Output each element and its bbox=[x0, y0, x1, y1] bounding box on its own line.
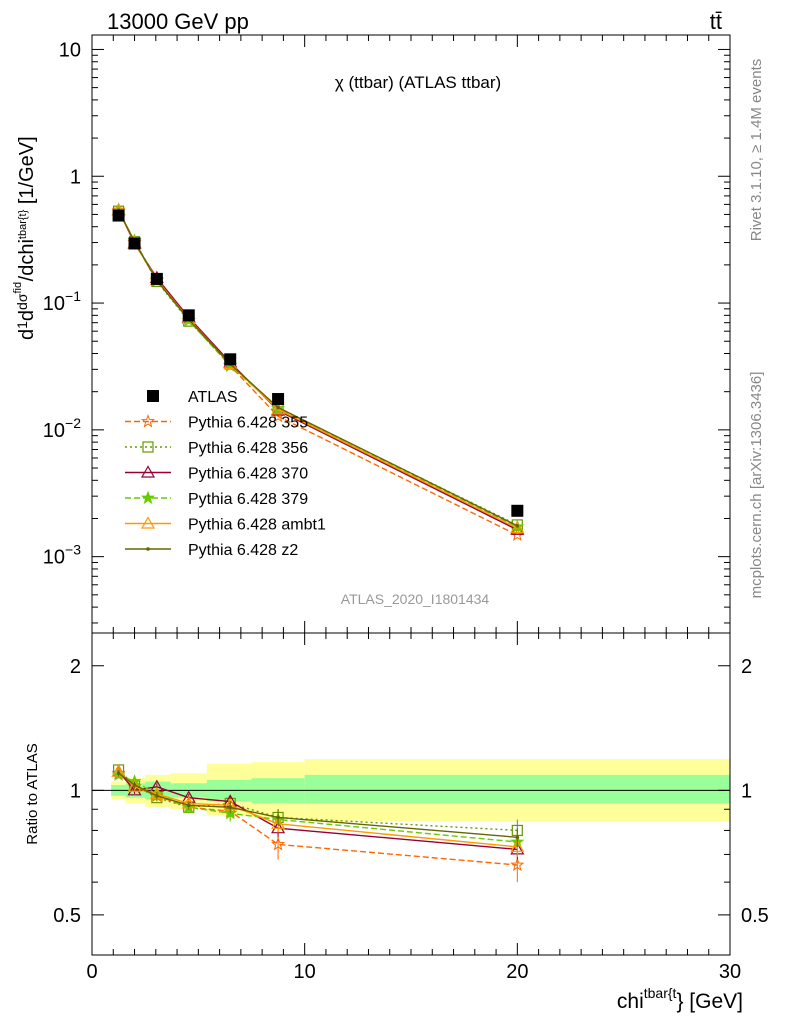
ratio-y-axis-label: Ratio to ATLAS bbox=[24, 743, 41, 844]
main-series-line-2 bbox=[117, 209, 518, 531]
ratio-y-tick-label-right: 1 bbox=[741, 780, 752, 802]
main-series-5-point bbox=[515, 524, 520, 528]
ratio-series-4-point bbox=[510, 839, 525, 852]
ratio-y-tick-label-right: 2 bbox=[741, 656, 752, 678]
svg-text:d1ddσfid /dchitbar{t} [1/GeV]: d1ddσfid /dchitbar{t} [1/GeV] bbox=[12, 136, 38, 340]
main-y-tick-label: 1 bbox=[70, 166, 81, 188]
ratio-axis-ticks: 2 2 1 1 0.5 0.5 0 10 20 30 bbox=[53, 633, 769, 983]
ratio-y-tick-label: 0.5 bbox=[53, 905, 81, 927]
ratio-series-0-point bbox=[510, 857, 525, 872]
main-y-tick-label: 10−3 bbox=[43, 542, 81, 569]
x-tick-label: 0 bbox=[86, 961, 97, 983]
legend-marker bbox=[140, 465, 156, 478]
atlas-data-point bbox=[511, 504, 524, 517]
atlas-data-point bbox=[224, 353, 237, 366]
main-series-line-1 bbox=[117, 210, 518, 526]
legend-marker bbox=[147, 390, 159, 402]
main-y-axis-label: d1ddσfid /dchitbar{t} [1/GeV] bbox=[12, 136, 38, 340]
legend-label: ATLAS bbox=[188, 389, 238, 406]
atlas-data-point bbox=[272, 393, 285, 406]
main-series-line-0 bbox=[117, 209, 518, 536]
atlas-data-point bbox=[150, 272, 163, 285]
main-y-tick-label: 10−1 bbox=[43, 288, 81, 315]
main-series-4-point bbox=[510, 520, 525, 534]
rivet-version-label: Rivet 3.1.10, ≥ 1.4M events bbox=[748, 59, 765, 242]
mcplots-label: mcplots.cern.ch [arXiv:1306.3436] bbox=[748, 372, 765, 599]
main-title: χ (ttbar) (ATLAS ttbar) bbox=[335, 73, 501, 92]
ratio-y-tick-label: 2 bbox=[70, 656, 81, 678]
legend-label: Pythia 6.428 ambt1 bbox=[188, 517, 326, 534]
ratio-y-tick-label-right: 0.5 bbox=[741, 905, 769, 927]
beam-label: 13000 GeV pp bbox=[107, 9, 249, 34]
legend-marker bbox=[140, 490, 156, 505]
ratio-series-5-point bbox=[186, 803, 191, 808]
legend-label: Pythia 6.428 370 bbox=[188, 466, 308, 483]
main-series-5-point bbox=[276, 405, 280, 410]
ratio-series-5-point bbox=[515, 835, 520, 840]
legend-label: Pythia 6.428 z2 bbox=[188, 542, 298, 559]
analysis-watermark: ATLAS_2020_I1801434 bbox=[341, 591, 490, 607]
atlas-data-point bbox=[128, 237, 141, 250]
svg-text:chitbar{t} [GeV]: chitbar{t} [GeV] bbox=[617, 985, 743, 1013]
main-y-tick-label: 10 bbox=[59, 39, 81, 61]
ratio-y-tick-label: 1 bbox=[70, 780, 81, 802]
x-tick-label: 30 bbox=[719, 961, 741, 983]
legend-label: Pythia 6.428 355 bbox=[188, 415, 308, 432]
main-series-line-4 bbox=[117, 209, 518, 529]
ratio-series-2-point bbox=[271, 820, 286, 834]
ratio-series-5-point bbox=[276, 815, 280, 820]
x-tick-label: 20 bbox=[506, 961, 528, 983]
ratio-series-0-point bbox=[271, 836, 286, 851]
main-axis-ticks: 10 1 10−1 10−2 10−3 bbox=[43, 35, 731, 633]
ratio-series-5-point bbox=[132, 783, 137, 787]
main-y-tick-label: 10−2 bbox=[43, 415, 81, 442]
ratio-series-4-point bbox=[271, 816, 286, 829]
main-series-line-3 bbox=[117, 210, 518, 528]
legend-marker bbox=[140, 414, 156, 428]
main-plot-marks bbox=[111, 202, 525, 542]
legend-label: Pythia 6.428 356 bbox=[188, 440, 308, 457]
ratio-series-5-point bbox=[116, 771, 121, 776]
legend-marker bbox=[146, 547, 150, 551]
ratio-plot-marks bbox=[111, 764, 525, 883]
legend: ATLAS Pythia 6.428 355 Pythia 6.428 356 Pyt… bbox=[125, 389, 326, 559]
x-tick-label: 10 bbox=[294, 961, 316, 983]
legend-label: Pythia 6.428 379 bbox=[188, 491, 308, 508]
process-label: tt̄ bbox=[710, 9, 722, 34]
ratio-series-5-point bbox=[155, 794, 159, 798]
x-axis-label: chitbar{t} [GeV] bbox=[617, 985, 743, 1013]
ratio-uncertainty-bands bbox=[92, 759, 730, 822]
legend-marker bbox=[140, 516, 156, 529]
ratio-series-5-point bbox=[228, 805, 233, 810]
main-series-line-5 bbox=[117, 209, 518, 527]
legend-marker bbox=[142, 441, 154, 453]
ratio-series-2-point bbox=[127, 783, 142, 796]
ratio-panel: 2 2 1 1 0.5 0.5 0 10 20 30 bbox=[53, 632, 769, 983]
atlas-data-point bbox=[112, 209, 125, 222]
ratio-inner-band bbox=[304, 774, 730, 804]
atlas-data-point bbox=[182, 309, 195, 322]
